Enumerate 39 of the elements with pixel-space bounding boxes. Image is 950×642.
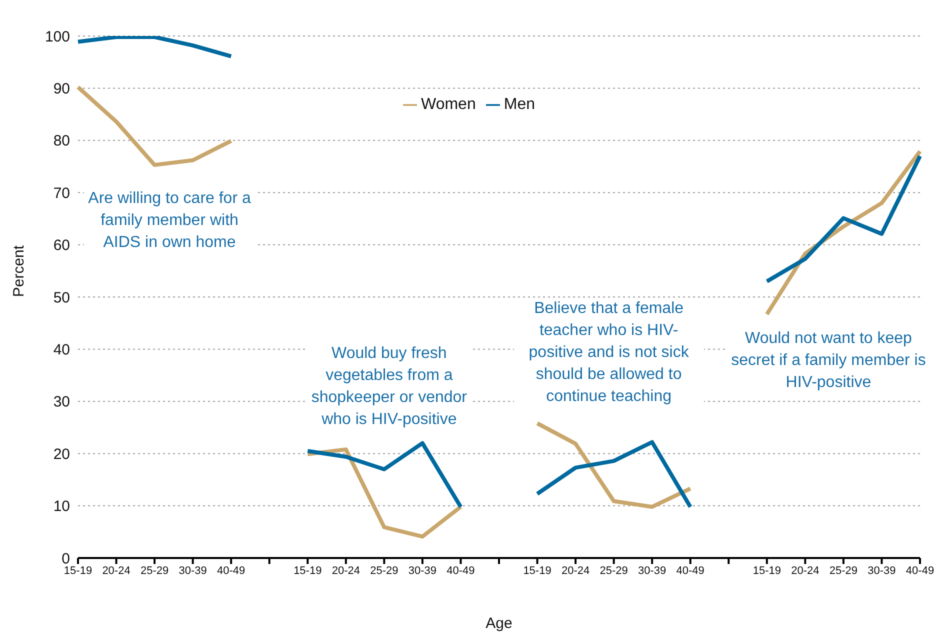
y-tick-label: 100	[44, 28, 70, 46]
x-tick-label: 20-24	[791, 564, 820, 577]
y-tick-label: 20	[53, 446, 70, 463]
y-tick-label: 80	[53, 132, 70, 150]
y-tick-label: 0	[62, 550, 70, 568]
x-tick-label: 40-49	[446, 564, 475, 577]
annotation: Would buy fresh vegetables from a shopkeeper or vendor who is HIV-positive	[306, 343, 472, 431]
x-tick-label: 20-24	[561, 564, 590, 577]
x-tick-label: 25-29	[829, 564, 858, 577]
x-tick-label: 25-29	[140, 564, 169, 577]
x-tick-label: 20-24	[332, 564, 360, 577]
y-tick-label: 30	[53, 394, 70, 411]
x-tick-label: 40-49	[906, 564, 934, 577]
y-tick-label: 50	[53, 289, 70, 306]
x-tick-label: 15-19	[64, 564, 92, 577]
y-tick-label: 10	[53, 498, 70, 516]
annotation: Are willing to care for a family member with AIDS in own home	[84, 188, 256, 254]
y-axis-title: Percent	[10, 244, 28, 297]
y-tick-label: 70	[53, 184, 70, 202]
x-tick-label: 40-49	[217, 564, 246, 577]
legend-label: Men	[504, 96, 535, 113]
x-tick-label: 40-49	[676, 564, 704, 577]
annotation: Believe that a female teacher who is HIV-positive and is not sick should be allowed to continue teaching	[514, 298, 704, 408]
x-tick-label: 20-24	[102, 564, 130, 577]
y-tick-label: 60	[53, 237, 70, 254]
x-axis-title: Age	[486, 615, 512, 632]
x-tick-label: 15-19	[752, 564, 781, 577]
y-tick-label: 90	[53, 80, 70, 98]
x-tick-label: 30-39	[408, 564, 437, 577]
x-tick-label: 25-29	[600, 564, 628, 577]
x-tick-label: 25-29	[370, 564, 398, 577]
x-tick-label: 15-19	[294, 564, 322, 577]
x-tick-label: 15-19	[523, 564, 552, 577]
annotation: Would not want to keep secret if a family member is HIV-positive	[728, 328, 928, 394]
x-tick-label: 30-39	[638, 564, 666, 577]
x-tick-label: 30-39	[868, 564, 896, 577]
y-tick-label: 40	[53, 342, 70, 359]
x-tick-label: 30-39	[178, 564, 207, 577]
legend-label: Women	[421, 96, 476, 113]
